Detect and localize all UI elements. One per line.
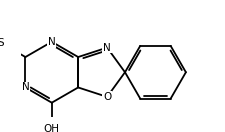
Text: N: N: [48, 37, 56, 47]
Text: S: S: [0, 38, 4, 48]
Text: OH: OH: [44, 124, 60, 132]
Text: N: N: [22, 82, 29, 92]
Text: N: N: [103, 43, 111, 53]
Text: O: O: [103, 92, 111, 102]
